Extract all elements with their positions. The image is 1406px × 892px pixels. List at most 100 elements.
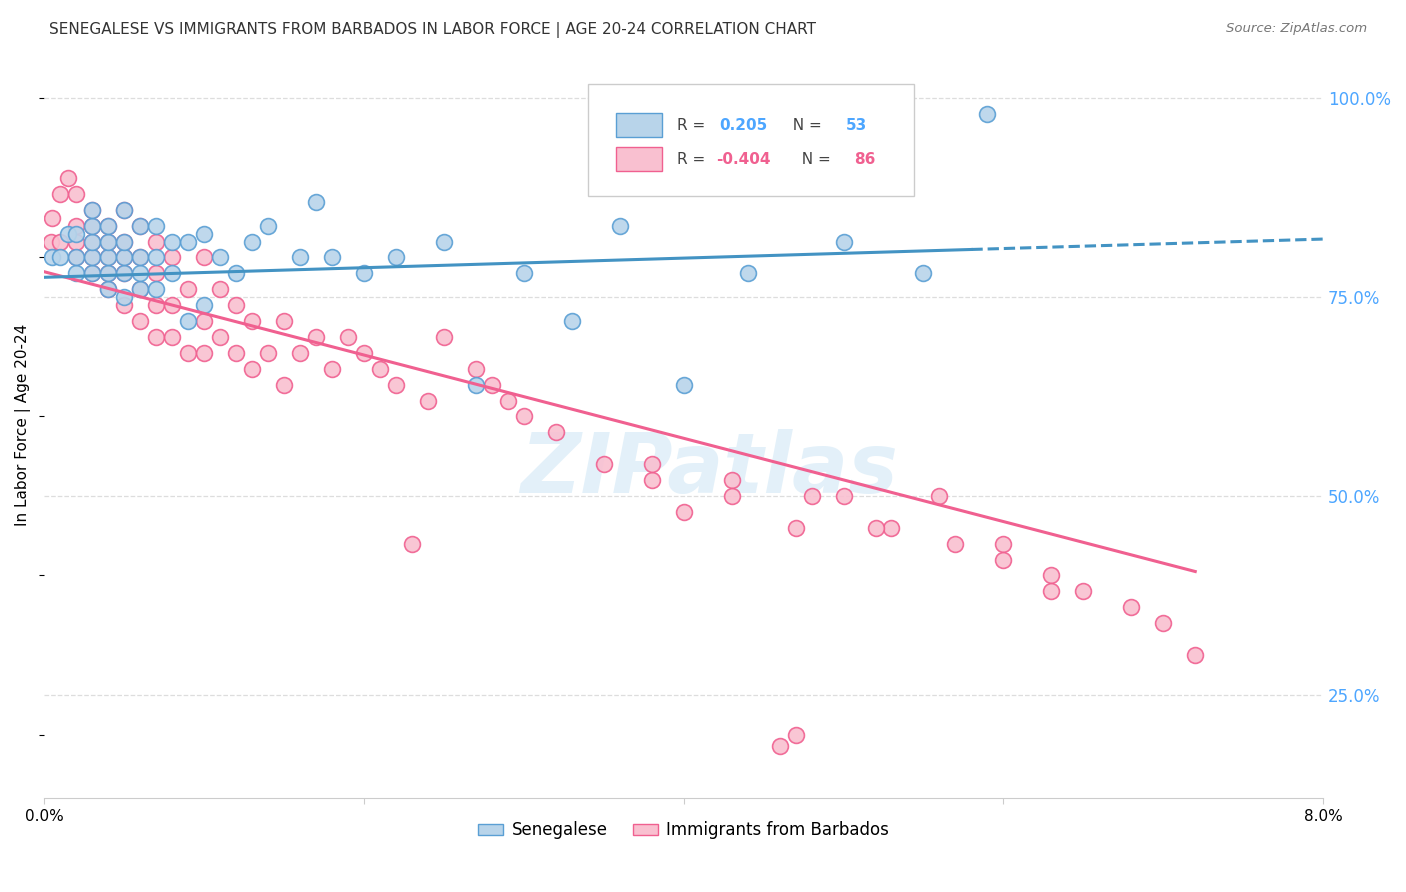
Point	[97, 266, 120, 280]
Point	[976, 107, 998, 121]
Point	[273, 314, 295, 328]
Point	[97, 251, 120, 265]
Point	[160, 330, 183, 344]
Point	[112, 202, 135, 217]
Point	[513, 409, 536, 424]
Point	[112, 266, 135, 280]
Point	[145, 266, 167, 280]
Point	[193, 227, 215, 241]
Point	[193, 314, 215, 328]
Point	[880, 521, 903, 535]
Point	[225, 346, 247, 360]
Point	[49, 251, 72, 265]
Point	[609, 219, 631, 233]
Point	[737, 266, 759, 280]
Point	[129, 251, 152, 265]
Point	[209, 282, 232, 296]
Point	[240, 314, 263, 328]
Point	[800, 489, 823, 503]
Point	[592, 457, 614, 471]
Point	[1184, 648, 1206, 662]
Point	[145, 235, 167, 249]
Point	[145, 251, 167, 265]
Point	[129, 282, 152, 296]
Point	[672, 377, 695, 392]
Text: N =: N =	[793, 152, 837, 167]
Bar	[616, 113, 662, 137]
Point	[785, 727, 807, 741]
Point	[82, 219, 104, 233]
Point	[65, 235, 87, 249]
Text: 0.205: 0.205	[720, 118, 768, 133]
Point	[65, 219, 87, 233]
Point	[865, 521, 887, 535]
Point	[160, 298, 183, 312]
Point	[416, 393, 439, 408]
Point	[288, 346, 311, 360]
Point	[39, 235, 62, 249]
Point	[1040, 568, 1063, 582]
Point	[65, 266, 87, 280]
Point	[177, 314, 200, 328]
Point	[97, 235, 120, 249]
Text: 86: 86	[853, 152, 875, 167]
Point	[321, 361, 343, 376]
Point	[672, 505, 695, 519]
Point	[240, 361, 263, 376]
Legend: Senegalese, Immigrants from Barbados: Senegalese, Immigrants from Barbados	[472, 814, 896, 846]
Point	[993, 552, 1015, 566]
Point	[225, 298, 247, 312]
Point	[129, 314, 152, 328]
Point	[353, 266, 375, 280]
Point	[145, 298, 167, 312]
Point	[82, 202, 104, 217]
Point	[273, 377, 295, 392]
Point	[321, 251, 343, 265]
Point	[97, 251, 120, 265]
FancyBboxPatch shape	[588, 85, 914, 196]
Point	[368, 361, 391, 376]
Point	[385, 251, 408, 265]
Point	[82, 266, 104, 280]
Point	[945, 537, 967, 551]
Point	[257, 346, 280, 360]
Text: R =: R =	[678, 152, 710, 167]
Point	[209, 251, 232, 265]
Point	[82, 266, 104, 280]
Point	[145, 330, 167, 344]
Point	[49, 235, 72, 249]
Point	[641, 457, 664, 471]
Point	[720, 473, 742, 487]
Point	[65, 227, 87, 241]
Point	[193, 251, 215, 265]
Text: R =: R =	[678, 118, 716, 133]
Point	[129, 219, 152, 233]
Point	[240, 235, 263, 249]
Point	[433, 235, 456, 249]
Y-axis label: In Labor Force | Age 20-24: In Labor Force | Age 20-24	[15, 323, 31, 525]
Text: ZIPatlas: ZIPatlas	[520, 429, 898, 509]
Point	[481, 377, 503, 392]
Point	[82, 202, 104, 217]
Point	[785, 521, 807, 535]
Point	[1040, 584, 1063, 599]
Point	[832, 235, 855, 249]
Point	[225, 266, 247, 280]
Point	[112, 266, 135, 280]
Point	[433, 330, 456, 344]
Point	[97, 219, 120, 233]
Point	[513, 266, 536, 280]
Point	[385, 377, 408, 392]
Point	[464, 361, 486, 376]
Point	[112, 251, 135, 265]
Point	[305, 194, 328, 209]
Point	[112, 298, 135, 312]
Point	[768, 739, 790, 754]
Point	[82, 251, 104, 265]
Point	[97, 282, 120, 296]
Point	[145, 219, 167, 233]
Text: Source: ZipAtlas.com: Source: ZipAtlas.com	[1226, 22, 1367, 36]
Point	[65, 251, 87, 265]
Point	[56, 227, 79, 241]
Point	[257, 219, 280, 233]
